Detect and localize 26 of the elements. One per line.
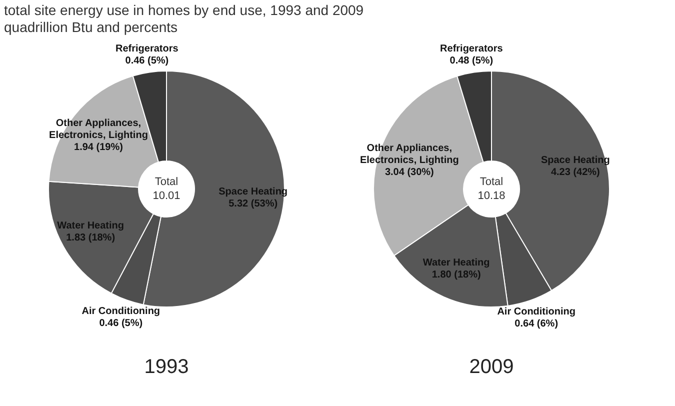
text: 10.01 [152,190,180,202]
slice-label: Water Heating [57,220,124,232]
data-label: 0.46 (5%) [125,55,169,66]
slice-label: Other Appliances, Electronics, Lighting [49,118,148,141]
text: 2009 [469,356,514,378]
slice-label: Water Heating [422,258,490,269]
data-label: 0.64 (6%) [514,318,558,330]
slice-label: Other Appliances, Electronics, Lighting [360,143,459,166]
data-label: 5.32 (53%) [228,198,278,210]
slice-label: Air Conditioning [497,306,576,318]
slice-label: Refrigerators [440,43,504,54]
chart-title: total site energy use in homes by end use, 1993 and 2009 [4,2,364,18]
data-label: 4.23 (42%) [550,167,600,178]
chart-subtitle: quadrillion Btu and percents [4,19,178,35]
slice-label: Refrigerators [116,43,179,54]
data-label: 1.83 (18%) [66,232,116,244]
text: Total [480,176,504,188]
text: Total [154,176,178,188]
text: 1993 [144,356,189,378]
data-label: 1.80 (18%) [432,270,481,281]
data-label: 0.48 (5%) [450,55,494,66]
data-label: 1.94 (19%) [74,142,123,153]
slice-label: Air Conditioning [82,306,160,318]
data-label: 3.04 (30%) [384,167,434,178]
data-label: 0.46 (5%) [99,318,143,330]
text: 10.18 [478,190,506,202]
